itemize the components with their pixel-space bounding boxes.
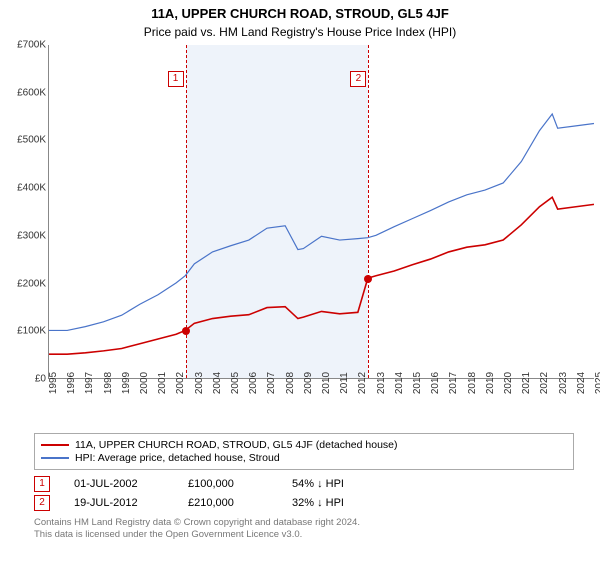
transaction-row: 2 19-JUL-2012 £210,000 32% ↓ HPI: [34, 495, 574, 511]
page-subtitle: Price paid vs. HM Land Registry's House …: [0, 25, 600, 39]
footer-line1: Contains HM Land Registry data © Crown c…: [34, 517, 574, 529]
footer-line2: This data is licensed under the Open Gov…: [34, 529, 574, 541]
x-tick-label: 2022: [539, 372, 550, 394]
x-tick-label: 2004: [212, 372, 223, 394]
x-tick-label: 1997: [84, 372, 95, 394]
transaction-marker-1: 1: [168, 71, 184, 87]
transaction-date: 19-JUL-2012: [74, 497, 164, 509]
legend-label-property: 11A, UPPER CHURCH ROAD, STROUD, GL5 4JF …: [75, 439, 398, 451]
x-tick-label: 2009: [303, 372, 314, 394]
legend-item-hpi: HPI: Average price, detached house, Stro…: [41, 452, 567, 464]
x-tick-label: 2002: [175, 372, 186, 394]
legend-item-property: 11A, UPPER CHURCH ROAD, STROUD, GL5 4JF …: [41, 439, 567, 451]
x-tick-label: 2019: [485, 372, 496, 394]
transactions-table: 1 01-JUL-2002 £100,000 54% ↓ HPI 2 19-JUL-201…: [34, 476, 574, 511]
price-point-1: [182, 327, 190, 335]
x-tick-label: 2011: [339, 372, 350, 394]
x-tick-label: 2003: [194, 372, 205, 394]
legend-swatch-hpi: [41, 457, 69, 459]
x-tick-label: 2017: [448, 372, 459, 394]
x-tick-label: 1996: [66, 372, 77, 394]
x-tick-label: 2023: [558, 372, 569, 394]
page-title: 11A, UPPER CHURCH ROAD, STROUD, GL5 4JF: [0, 6, 600, 21]
legend: 11A, UPPER CHURCH ROAD, STROUD, GL5 4JF …: [34, 433, 574, 470]
x-tick-label: 2021: [521, 372, 532, 394]
x-tick-label: 2001: [157, 372, 168, 394]
y-tick-label: £100K: [6, 326, 46, 337]
y-tick-label: £400K: [6, 183, 46, 194]
transaction-price: £210,000: [188, 497, 268, 509]
price-chart: 12 £0£100K£200K£300K£400K£500K£600K£700K…: [34, 45, 594, 425]
y-tick-label: £600K: [6, 87, 46, 98]
x-tick-label: 2000: [139, 372, 150, 394]
y-tick-label: £300K: [6, 230, 46, 241]
x-tick-label: 2016: [430, 372, 441, 394]
x-tick-label: 1995: [48, 372, 59, 394]
x-tick-label: 2014: [394, 372, 405, 394]
x-tick-label: 2013: [376, 372, 387, 394]
transaction-date: 01-JUL-2002: [74, 478, 164, 490]
x-tick-label: 2020: [503, 372, 514, 394]
y-tick-label: £500K: [6, 135, 46, 146]
y-tick-label: £0: [6, 374, 46, 385]
price-point-2: [364, 275, 372, 283]
footer: Contains HM Land Registry data © Crown c…: [34, 517, 574, 542]
legend-swatch-property: [41, 444, 69, 446]
x-tick-label: 1999: [121, 372, 132, 394]
x-tick-label: 2018: [467, 372, 478, 394]
x-tick-label: 2006: [248, 372, 259, 394]
y-tick-label: £200K: [6, 278, 46, 289]
x-tick-label: 1998: [103, 372, 114, 394]
x-tick-label: 2010: [321, 372, 332, 394]
x-tick-label: 2007: [266, 372, 277, 394]
transaction-vline-2: [368, 45, 369, 378]
transaction-marker-2: 2: [350, 71, 366, 87]
x-tick-label: 2012: [357, 372, 368, 394]
transaction-hpi-delta: 32% ↓ HPI: [292, 497, 372, 509]
x-tick-label: 2024: [576, 372, 587, 394]
plot-area: 12: [48, 45, 594, 379]
transaction-hpi-delta: 54% ↓ HPI: [292, 478, 372, 490]
transaction-price: £100,000: [188, 478, 268, 490]
transaction-shade: [186, 45, 369, 378]
transaction-number-box: 1: [34, 476, 50, 492]
x-tick-label: 2005: [230, 372, 241, 394]
transaction-number-box: 2: [34, 495, 50, 511]
y-tick-label: £700K: [6, 40, 46, 51]
transaction-row: 1 01-JUL-2002 £100,000 54% ↓ HPI: [34, 476, 574, 492]
x-tick-label: 2025: [594, 372, 600, 394]
legend-label-hpi: HPI: Average price, detached house, Stro…: [75, 452, 280, 464]
x-tick-label: 2008: [285, 372, 296, 394]
x-tick-label: 2015: [412, 372, 423, 394]
